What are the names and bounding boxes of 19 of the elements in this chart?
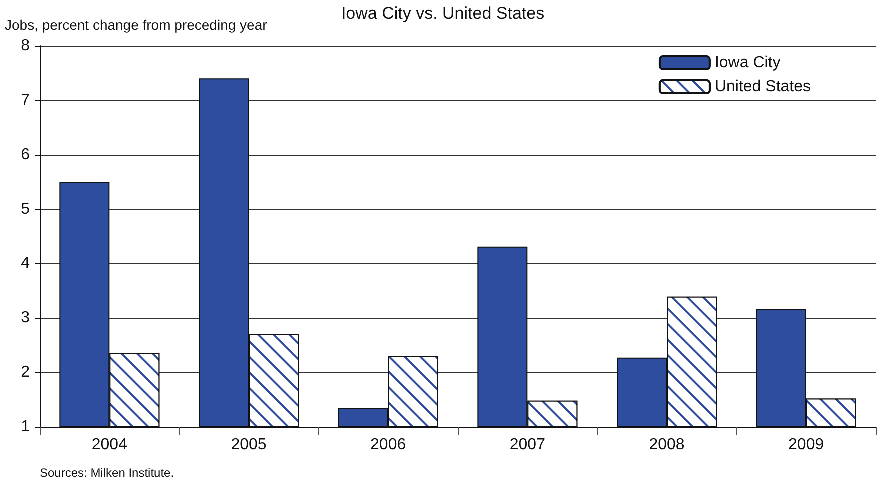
x-tick-label: 2006	[370, 436, 406, 454]
legend-label: Iowa City	[714, 54, 781, 72]
y-tick-label: 1	[21, 418, 30, 436]
x-tick-label: 2004	[92, 436, 128, 454]
chart-title: Iowa City vs. United States	[341, 4, 545, 23]
x-tick-label: 2005	[231, 436, 267, 454]
y-axis-title: Jobs, percent change from preceding year	[5, 17, 268, 33]
y-tick-label: 7	[21, 92, 30, 109]
source-note: Sources: Milken Institute.	[40, 466, 174, 480]
y-tick-label: 4	[21, 255, 30, 272]
y-tick-label: 6	[21, 146, 30, 164]
y-tick-label: 2	[21, 364, 30, 382]
y-tick-label: 5	[21, 200, 30, 218]
legend-label: United States	[714, 78, 812, 96]
x-tick-label: 2007	[510, 436, 546, 454]
x-tick-label: 2009	[788, 436, 824, 454]
y-tick-label: 3	[21, 310, 30, 327]
y-tick-label: 8	[21, 38, 30, 54]
x-tick-label: 2008	[649, 436, 685, 454]
